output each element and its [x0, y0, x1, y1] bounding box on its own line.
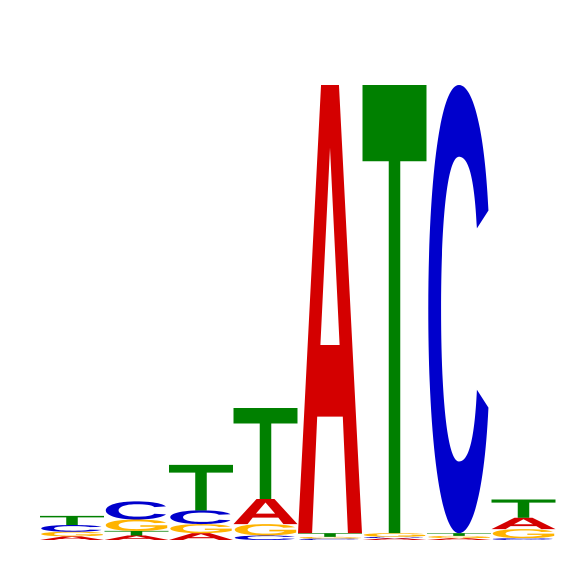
letter-A-pos-6: [363, 538, 427, 540]
letter-G-pos-5: [299, 537, 360, 539]
letter-C-pos-5: [299, 539, 359, 540]
logo-column-3: [169, 465, 233, 540]
logo-column-1: [40, 516, 104, 540]
letter-G-pos-4: [235, 524, 296, 535]
letter-A-pos-5: [298, 85, 362, 533]
letter-A-pos-1: [40, 536, 104, 540]
letter-G-pos-7: [428, 536, 489, 538]
letter-A-pos-7: [427, 538, 491, 540]
letter-T-pos-2: [105, 531, 169, 536]
letter-G-pos-1: [41, 532, 102, 537]
letter-C-pos-8: [493, 538, 553, 540]
letter-A-pos-8: [492, 518, 556, 529]
logo-column-7: [427, 85, 491, 540]
letter-A-pos-2: [105, 535, 169, 540]
letter-G-pos-2: [106, 520, 167, 531]
letter-G-pos-6: [364, 533, 425, 537]
logo-column-4: [234, 408, 298, 540]
letter-G-pos-8: [493, 529, 554, 538]
letter-T-pos-1: [40, 516, 104, 525]
letter-G-pos-3: [170, 524, 231, 533]
letter-C-pos-3: [170, 510, 230, 524]
letter-C-pos-7: [428, 85, 488, 533]
letter-A-pos-3: [169, 533, 233, 540]
logo-column-6: [363, 85, 427, 540]
letter-T-pos-3: [169, 465, 233, 511]
logo-column-8: [492, 500, 556, 540]
letter-T-pos-8: [492, 500, 556, 518]
logo-column-2: [105, 501, 169, 540]
letter-T-pos-4: [234, 408, 298, 499]
letter-A-pos-4: [234, 499, 298, 524]
logo-column-5: [298, 85, 362, 540]
letter-C-pos-1: [41, 525, 101, 532]
letter-T-pos-5: [298, 533, 362, 537]
letter-C-pos-6: [364, 537, 424, 538]
letter-C-pos-2: [106, 501, 166, 519]
letter-T-pos-6: [363, 85, 427, 533]
letter-C-pos-4: [235, 535, 295, 540]
letter-T-pos-7: [427, 533, 491, 536]
